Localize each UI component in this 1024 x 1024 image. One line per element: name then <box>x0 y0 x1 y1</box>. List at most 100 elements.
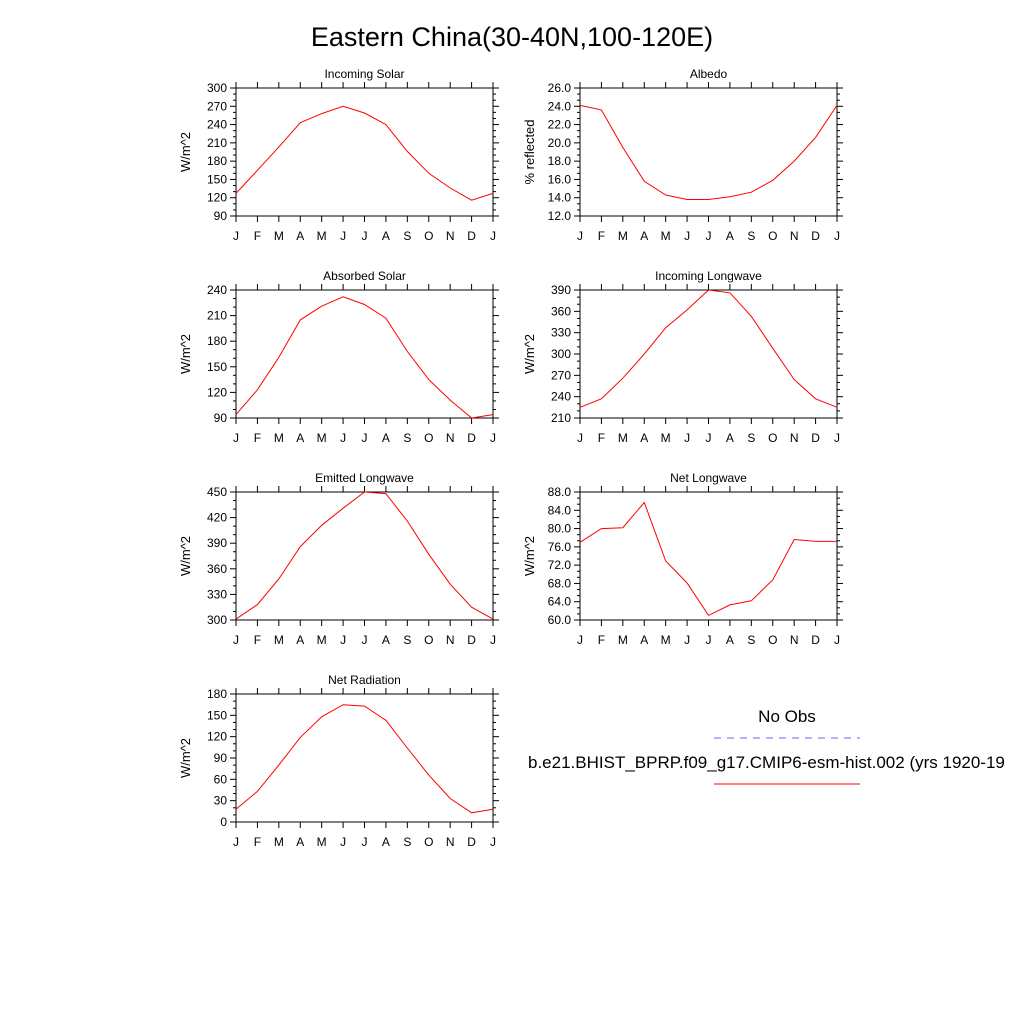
x-tick-label: N <box>790 229 799 243</box>
x-tick-label: M <box>317 633 327 647</box>
panel-title: Net Radiation <box>328 673 401 687</box>
x-tick-label: J <box>233 229 239 243</box>
series-line <box>579 289 838 408</box>
x-tick-label: J <box>490 633 496 647</box>
x-tick-label: S <box>403 431 411 445</box>
x-tick-label: F <box>598 229 605 243</box>
x-tick-label: S <box>403 835 411 849</box>
x-tick-label: F <box>254 835 261 849</box>
y-tick-label: 90 <box>214 411 228 425</box>
x-tick-label: A <box>726 229 734 243</box>
y-tick-label: 330 <box>551 326 571 340</box>
y-axis-label: W/m^2 <box>178 334 193 374</box>
x-tick-label: M <box>661 229 671 243</box>
y-tick-label: 76.0 <box>548 540 572 554</box>
x-tick-label: A <box>640 229 648 243</box>
y-tick-label: 64.0 <box>548 595 572 609</box>
y-tick-label: 60.0 <box>548 613 572 627</box>
x-tick-label: A <box>296 431 304 445</box>
series-line <box>235 491 494 620</box>
x-tick-label: N <box>446 633 455 647</box>
x-tick-label: N <box>446 229 455 243</box>
x-tick-label: A <box>382 229 390 243</box>
x-tick-label: M <box>317 229 327 243</box>
x-tick-label: J <box>834 633 840 647</box>
series-line <box>235 105 494 201</box>
y-tick-label: 26.0 <box>548 81 572 95</box>
y-tick-label: 270 <box>207 99 227 113</box>
x-tick-label: D <box>811 229 820 243</box>
x-tick-label: O <box>424 229 433 243</box>
x-tick-label: A <box>640 431 648 445</box>
y-tick-label: 450 <box>207 485 227 499</box>
y-tick-label: 22.0 <box>548 118 572 132</box>
x-tick-label: M <box>618 431 628 445</box>
x-tick-label: J <box>706 431 712 445</box>
panel-incoming-longwave: Incoming Longwave W/m^2 210 240 270 300 330 360… <box>522 269 843 445</box>
legend-model-label: b.e21.BHIST_BPRP.f09_g17.CMIP6-esm-hist.… <box>528 753 1005 772</box>
x-tick-label: A <box>640 633 648 647</box>
panel-title: Net Longwave <box>670 471 747 485</box>
plot-frame <box>235 693 494 823</box>
x-tick-label: J <box>684 229 690 243</box>
x-tick-label: J <box>233 431 239 445</box>
y-tick-label: 0 <box>220 815 227 829</box>
y-tick-label: 240 <box>551 390 571 404</box>
x-tick-label: N <box>790 633 799 647</box>
x-tick-label: J <box>362 229 368 243</box>
x-tick-label: J <box>340 229 346 243</box>
y-tick-label: 420 <box>207 511 227 525</box>
y-axis-label: % reflected <box>522 119 537 184</box>
y-axis-label: W/m^2 <box>522 536 537 576</box>
x-tick-label: A <box>382 835 390 849</box>
y-tick-label: 150 <box>207 708 227 722</box>
panel-net-longwave: Net Longwave W/m^2 60.0 64.0 68.0 72.0 76.0 80.… <box>522 471 843 647</box>
x-tick-label: J <box>834 229 840 243</box>
x-tick-label: J <box>490 835 496 849</box>
x-tick-label: M <box>317 835 327 849</box>
y-tick-label: 360 <box>551 304 571 318</box>
y-tick-label: 14.0 <box>548 191 572 205</box>
y-tick-label: 360 <box>207 562 227 576</box>
y-tick-label: 210 <box>551 411 571 425</box>
y-tick-label: 90 <box>214 209 228 223</box>
y-tick-label: 390 <box>207 536 227 550</box>
x-tick-label: M <box>618 633 628 647</box>
x-tick-label: D <box>811 431 820 445</box>
x-tick-label: J <box>340 835 346 849</box>
series-line <box>235 296 494 419</box>
plot-frame <box>235 289 494 419</box>
y-tick-label: 300 <box>551 347 571 361</box>
x-tick-label: S <box>747 229 755 243</box>
x-tick-label: J <box>577 431 583 445</box>
x-tick-label: O <box>768 229 777 243</box>
x-tick-label: M <box>274 835 284 849</box>
plot-frame <box>235 491 494 621</box>
legend-obs-label: No Obs <box>758 707 816 726</box>
x-tick-label: A <box>382 431 390 445</box>
x-tick-label: F <box>598 633 605 647</box>
y-tick-label: 180 <box>207 154 227 168</box>
x-tick-label: A <box>296 835 304 849</box>
y-tick-label: 240 <box>207 118 227 132</box>
panel-albedo: Albedo % reflected 12.0 14.0 16.0 18.0 20.0 22.… <box>522 67 843 243</box>
panel-emitted-longwave: Emitted Longwave W/m^2 300 330 360 390 420 450 J… <box>178 471 499 647</box>
y-tick-label: 210 <box>207 136 227 150</box>
series-line <box>579 501 837 617</box>
series-line <box>579 104 838 200</box>
y-tick-label: 72.0 <box>548 558 572 572</box>
panel-title: Albedo <box>690 67 728 81</box>
x-tick-label: S <box>403 633 411 647</box>
x-tick-label: J <box>684 431 690 445</box>
plot-frame <box>579 87 838 217</box>
x-tick-label: D <box>467 835 476 849</box>
x-tick-label: M <box>274 633 284 647</box>
y-tick-label: 180 <box>207 334 227 348</box>
y-tick-label: 30 <box>214 794 228 808</box>
x-tick-label: M <box>317 431 327 445</box>
plot-frame <box>579 491 838 621</box>
x-tick-label: F <box>254 229 261 243</box>
